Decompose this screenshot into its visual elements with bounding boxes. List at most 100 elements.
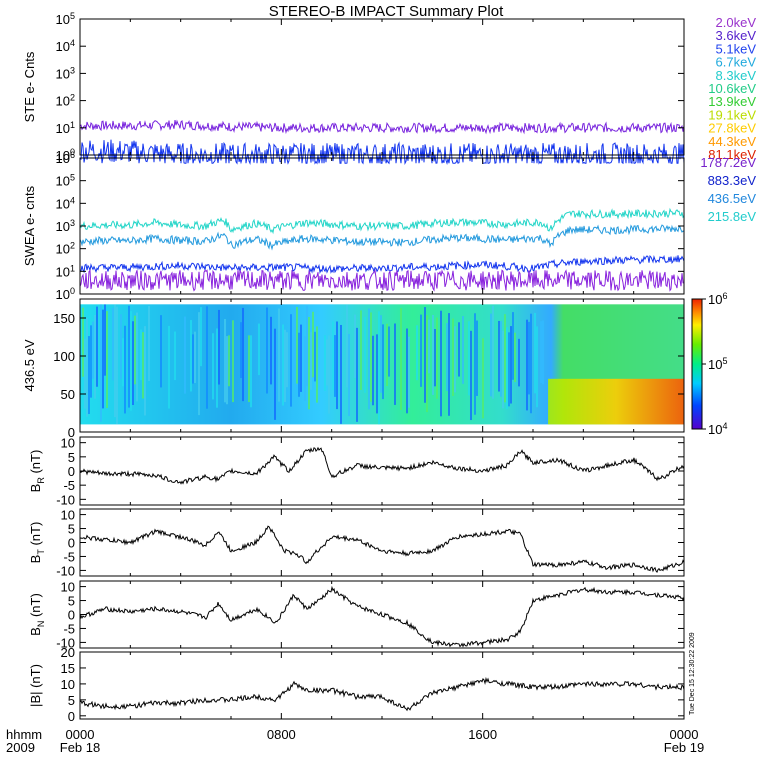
y-tick-label: 0 bbox=[68, 464, 75, 479]
heatmap-streak bbox=[106, 311, 108, 409]
heatmap-streak bbox=[514, 332, 516, 383]
heatmap-streak bbox=[432, 314, 434, 395]
heatmap-streak bbox=[518, 338, 520, 387]
heatmap-streak bbox=[112, 307, 114, 381]
field-line bbox=[79, 676, 685, 712]
y-tick-label: 101 bbox=[56, 263, 75, 279]
heatmap-streak bbox=[530, 313, 532, 414]
y-tick-label: 100 bbox=[53, 349, 75, 364]
series-line-1 bbox=[79, 224, 685, 251]
heatmap-streak bbox=[168, 325, 170, 409]
ste-legend-entry: 10.6keV bbox=[708, 81, 756, 96]
generation-timestamp: Tue Dec 15 12:30:22 2009 bbox=[689, 632, 696, 715]
heatmap-streak bbox=[258, 323, 260, 376]
y-tick-label: -5 bbox=[63, 478, 75, 493]
y-tick-label: 10 bbox=[61, 508, 75, 523]
y-tick-label: 10 bbox=[61, 580, 75, 595]
heatmap-streak bbox=[324, 335, 326, 391]
heatmap-streak bbox=[274, 328, 276, 420]
heatmap-streak bbox=[470, 330, 472, 421]
heatmap-streak bbox=[232, 320, 234, 403]
heatmap-streak bbox=[446, 323, 448, 391]
heatmap-streak bbox=[492, 305, 494, 399]
heatmap-streak bbox=[242, 307, 244, 402]
heatmap-streak bbox=[336, 321, 338, 410]
heatmap-streak bbox=[300, 324, 302, 392]
y-axis-label: BR (nT) bbox=[28, 450, 46, 493]
heatmap-streak bbox=[122, 338, 124, 387]
x-tick-label: 0000 bbox=[66, 727, 95, 742]
heatmap-streak bbox=[500, 321, 502, 397]
heatmap-streak bbox=[308, 317, 310, 410]
heatmap-streak bbox=[128, 305, 130, 408]
y-axis-label: 436.5 eV bbox=[22, 339, 37, 391]
panel-3-frame bbox=[79, 436, 685, 506]
y-tick-label: 103 bbox=[56, 218, 75, 234]
heatmap-streak bbox=[142, 332, 144, 399]
heatmap-streak bbox=[468, 321, 470, 396]
y-tick-label: 0 bbox=[68, 709, 75, 724]
heatmap-streak bbox=[140, 329, 142, 381]
y-tick-label: 106 bbox=[56, 150, 75, 166]
y-tick-label: 5 bbox=[68, 693, 75, 708]
plot-title: STEREO-B IMPACT Summary Plot bbox=[269, 3, 504, 20]
heatmap-streak bbox=[340, 324, 342, 424]
heatmap-streak bbox=[296, 306, 298, 384]
colorbar-tick-label: 105 bbox=[708, 356, 727, 372]
y-tick-label: 5 bbox=[68, 594, 75, 609]
heatmap-streak bbox=[506, 327, 508, 410]
heatmap-streak bbox=[82, 307, 84, 377]
y-tick-label: 102 bbox=[56, 93, 75, 109]
heatmap-streak bbox=[380, 315, 382, 393]
y-tick-label: 105 bbox=[56, 11, 75, 27]
heatmap-streak bbox=[408, 336, 410, 408]
panel-1: 100 101 102 103 104 105 106 SWEA e- cnts bbox=[22, 150, 685, 302]
heatmap-streak bbox=[426, 315, 428, 413]
heatmap-streak bbox=[240, 322, 242, 378]
heatmap-streak bbox=[144, 326, 146, 416]
heatmap-streak bbox=[148, 306, 150, 381]
heatmap-colorbar bbox=[691, 298, 703, 430]
heatmap-streak bbox=[540, 321, 542, 384]
heatmap-streak bbox=[334, 335, 336, 397]
heatmap-streak bbox=[448, 313, 450, 416]
heatmap-streak bbox=[100, 304, 102, 422]
heatmap-streak bbox=[462, 316, 464, 384]
heatmap-streak bbox=[190, 320, 192, 392]
heatmap-streak bbox=[370, 312, 372, 402]
heatmap-streak bbox=[104, 304, 106, 376]
heatmap-streak bbox=[372, 335, 374, 406]
swea-legend-entry: 436.5eV bbox=[708, 191, 757, 206]
heatmap-streak bbox=[224, 319, 226, 403]
series-line-3 bbox=[79, 269, 685, 292]
heatmap-streak bbox=[250, 335, 252, 408]
heatmap-streak bbox=[212, 333, 214, 400]
heatmap-streak bbox=[534, 312, 536, 394]
heatmap-streak bbox=[200, 307, 202, 367]
y-tick-label: 150 bbox=[53, 311, 75, 326]
heatmap-streak bbox=[510, 326, 512, 404]
heatmap-streak bbox=[376, 334, 378, 414]
heatmap-streak bbox=[198, 312, 200, 416]
y-tick-label: -5 bbox=[63, 621, 75, 636]
y-axis-label: SWEA e- cnts bbox=[22, 185, 37, 266]
heatmap-streak bbox=[528, 321, 530, 395]
ste-legend-entry: 27.8keV bbox=[708, 121, 756, 136]
y-tick-label: -10 bbox=[56, 492, 75, 507]
y-tick-label: 5 bbox=[68, 522, 75, 537]
ste-legend-entry: 8.3keV bbox=[716, 68, 757, 83]
heatmap-streak bbox=[348, 333, 350, 417]
heatmap-streak bbox=[542, 320, 544, 385]
y-axis-label: BN (nT) bbox=[28, 593, 46, 636]
y-tick-label: 0 bbox=[68, 425, 75, 440]
heatmap-streak bbox=[428, 319, 430, 374]
ste-legend-entry: 3.6keV bbox=[716, 28, 757, 43]
heatmap-streak bbox=[114, 304, 116, 418]
heatmap-streak bbox=[316, 326, 318, 403]
heatmap-streak bbox=[400, 308, 402, 410]
